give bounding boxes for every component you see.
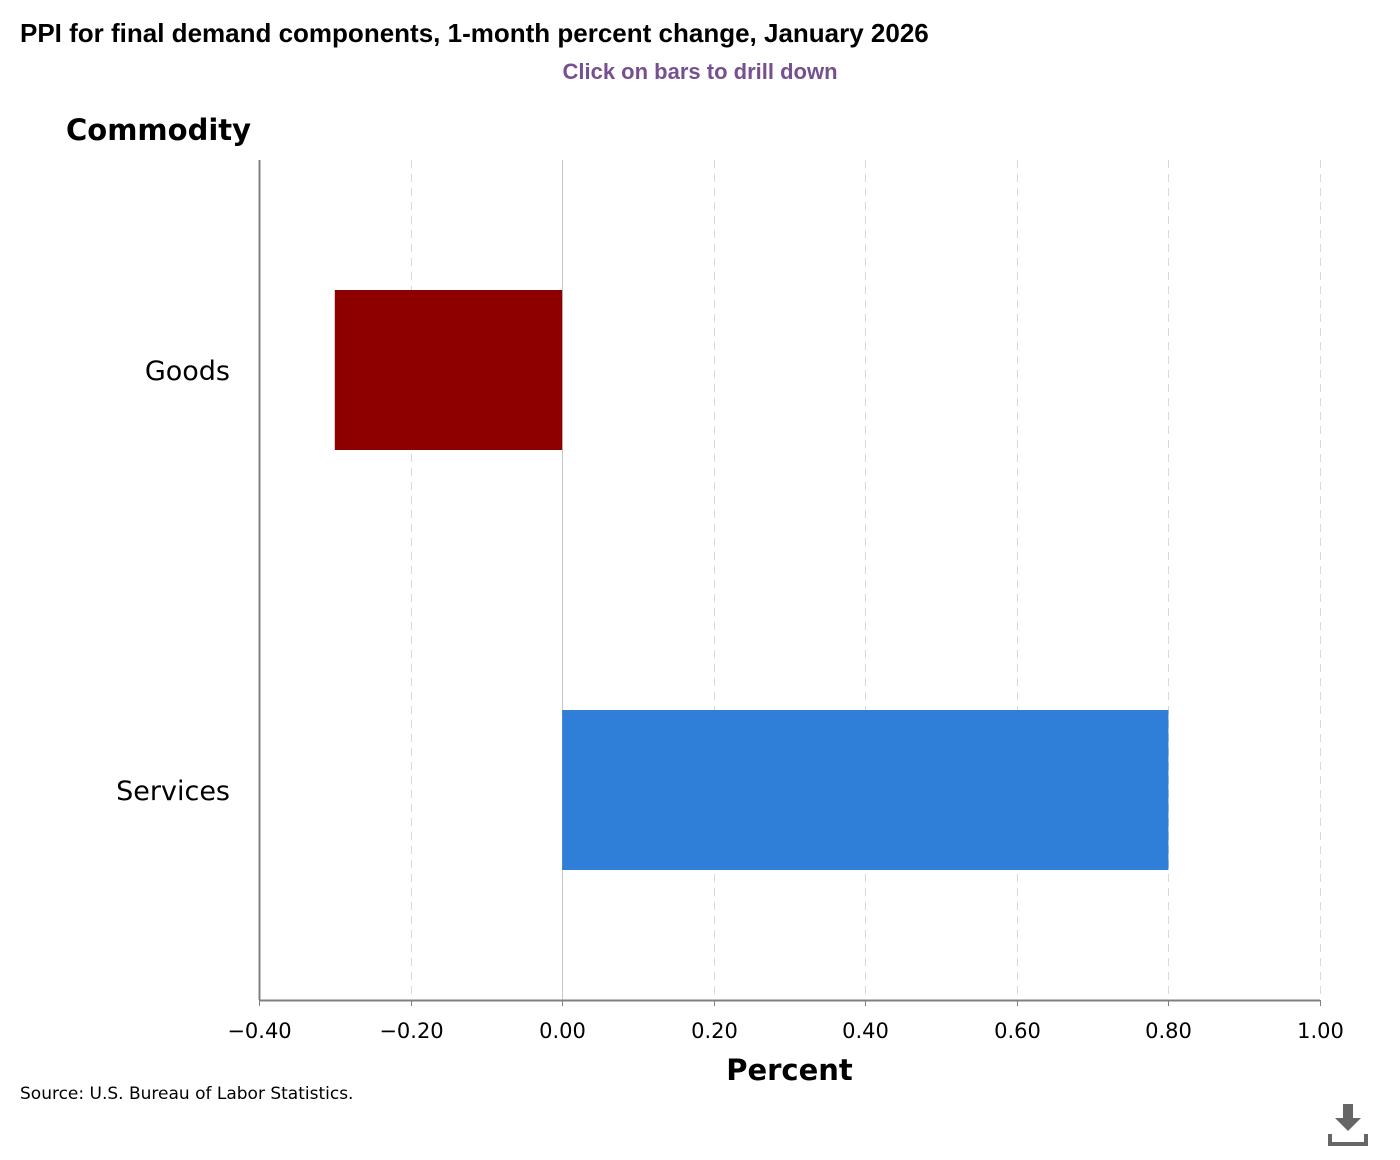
x-tick-label: −0.20 bbox=[379, 1019, 443, 1043]
gridlines bbox=[411, 160, 1321, 1000]
x-tick-label: −0.40 bbox=[227, 1019, 291, 1043]
y-axis-title: Commodity bbox=[66, 113, 251, 147]
bar-goods[interactable] bbox=[334, 290, 563, 450]
download-button[interactable] bbox=[1322, 1098, 1374, 1150]
axes bbox=[258, 160, 1321, 1006]
labels: −0.40 −0.20 0.00 0.20 0.40 0.60 0.80 1.00 Goods S… bbox=[66, 113, 1344, 1087]
chart-title: PPI for final demand components, 1-month… bbox=[20, 18, 929, 48]
y-category-label: Goods bbox=[145, 356, 230, 387]
x-tick-label: 0.40 bbox=[842, 1019, 889, 1043]
y-category-label: Services bbox=[116, 776, 230, 807]
bars bbox=[334, 290, 1169, 870]
chart-subtitle: Click on bars to drill down bbox=[562, 59, 838, 84]
x-tick-label: 0.80 bbox=[1145, 1019, 1192, 1043]
x-tick-label: 0.20 bbox=[691, 1019, 738, 1043]
x-tick-label: 0.60 bbox=[994, 1019, 1041, 1043]
source-note: Source: U.S. Bureau of Labor Statistics. bbox=[20, 1084, 354, 1104]
download-icon bbox=[1328, 1104, 1368, 1146]
bar-services[interactable] bbox=[562, 710, 1169, 870]
x-tick-label: 1.00 bbox=[1297, 1019, 1344, 1043]
x-axis-title: Percent bbox=[726, 1053, 853, 1087]
x-tick-label: 0.00 bbox=[539, 1019, 586, 1043]
